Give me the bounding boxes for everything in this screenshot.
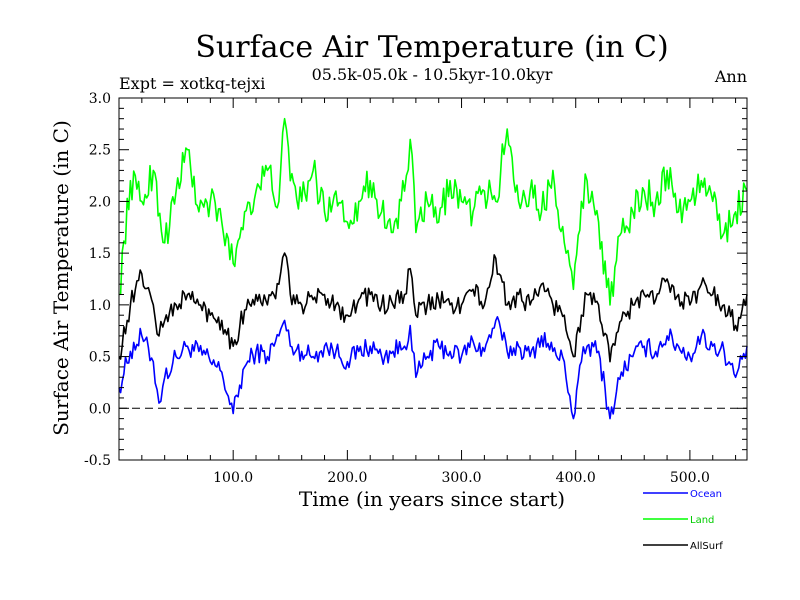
legend-label-land: Land	[690, 515, 714, 526]
expt-label: Expt = xotkq-tejxi	[119, 74, 265, 93]
y-tick-label: 1.0	[89, 298, 111, 314]
series-line-allsurf	[118, 252, 748, 363]
x-tick-label: 500.0	[670, 470, 710, 486]
x-tick-label: 100.0	[213, 470, 253, 486]
y-tick-label: -0.5	[84, 453, 111, 469]
x-tick-label: 300.0	[441, 470, 481, 486]
y-tick-label: 0.5	[89, 350, 111, 366]
axes-group: 100.0 200.0 300.0 400.0 500.0 -0.5 0.0 0.5 1.0 1.…	[84, 91, 748, 486]
legend-label-allsurf: AllSurf	[690, 541, 723, 552]
plot-frame	[118, 97, 748, 461]
chart-title: Surface Air Temperature (in C)	[195, 30, 668, 65]
legend-item-allsurf: AllSurf	[643, 541, 723, 552]
y-axis-label: Surface Air Temperature (in C)	[49, 120, 73, 436]
y-tick-label: 0.0	[89, 401, 111, 417]
series-line-land	[118, 117, 748, 306]
legend: Ocean Land AllSurf	[643, 489, 723, 552]
y-tick-label: 2.0	[89, 194, 111, 210]
series-group	[118, 117, 748, 420]
x-axis-label: Time (in years since start)	[299, 487, 565, 511]
y-tick-label: 1.5	[89, 246, 111, 262]
chart-subtitle: 05.5k-05.0k - 10.5kyr-10.0kyr	[312, 65, 553, 84]
y-tick-label: 3.0	[89, 91, 111, 107]
season-label: Ann	[714, 67, 747, 86]
legend-item-ocean: Ocean	[643, 489, 722, 500]
x-tick-label: 400.0	[556, 470, 596, 486]
series-line-ocean	[118, 315, 748, 420]
y-tick-label: 2.5	[89, 143, 111, 159]
legend-item-land: Land	[643, 515, 714, 526]
legend-label-ocean: Ocean	[690, 489, 722, 500]
x-tick-label: 200.0	[327, 470, 367, 486]
